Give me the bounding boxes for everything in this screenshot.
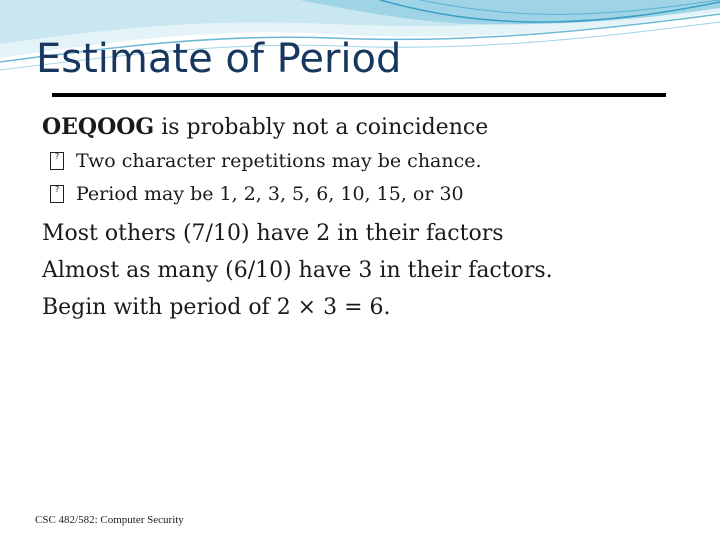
missing-glyph-bullet-icon: ? [50, 152, 64, 170]
missing-glyph-bullet-icon: ? [50, 185, 64, 203]
intro-text: is probably not a coincidence [154, 115, 489, 140]
intro-line: OEQOOG is probably not a coincidence [42, 110, 692, 145]
intro-emphasis: OEQOOG [42, 114, 155, 140]
title-underline [52, 93, 666, 97]
sub-point: ? Two character repetitions may be chance… [42, 145, 692, 178]
sub-point-text: Two character repetitions may be chance. [76, 150, 482, 172]
slide-title: Estimate of Period [36, 36, 402, 82]
slide-body: OEQOOG is probably not a coincidence ? Tw… [42, 110, 692, 326]
sub-point: ? Period may be 1, 2, 3, 5, 6, 10, 15, or… [42, 178, 692, 211]
slide-footer: CSC 482/582: Computer Security [35, 514, 184, 526]
main-point: Almost as many (6/10) have 3 in their fa… [42, 258, 553, 283]
header-wave-decoration [0, 0, 720, 71]
main-point: Begin with period of 2 × 3 = 6. [42, 295, 391, 320]
sub-point-text: Period may be 1, 2, 3, 5, 6, 10, 15, or … [76, 183, 464, 205]
main-point: Most others (7/10) have 2 in their facto… [42, 221, 504, 246]
